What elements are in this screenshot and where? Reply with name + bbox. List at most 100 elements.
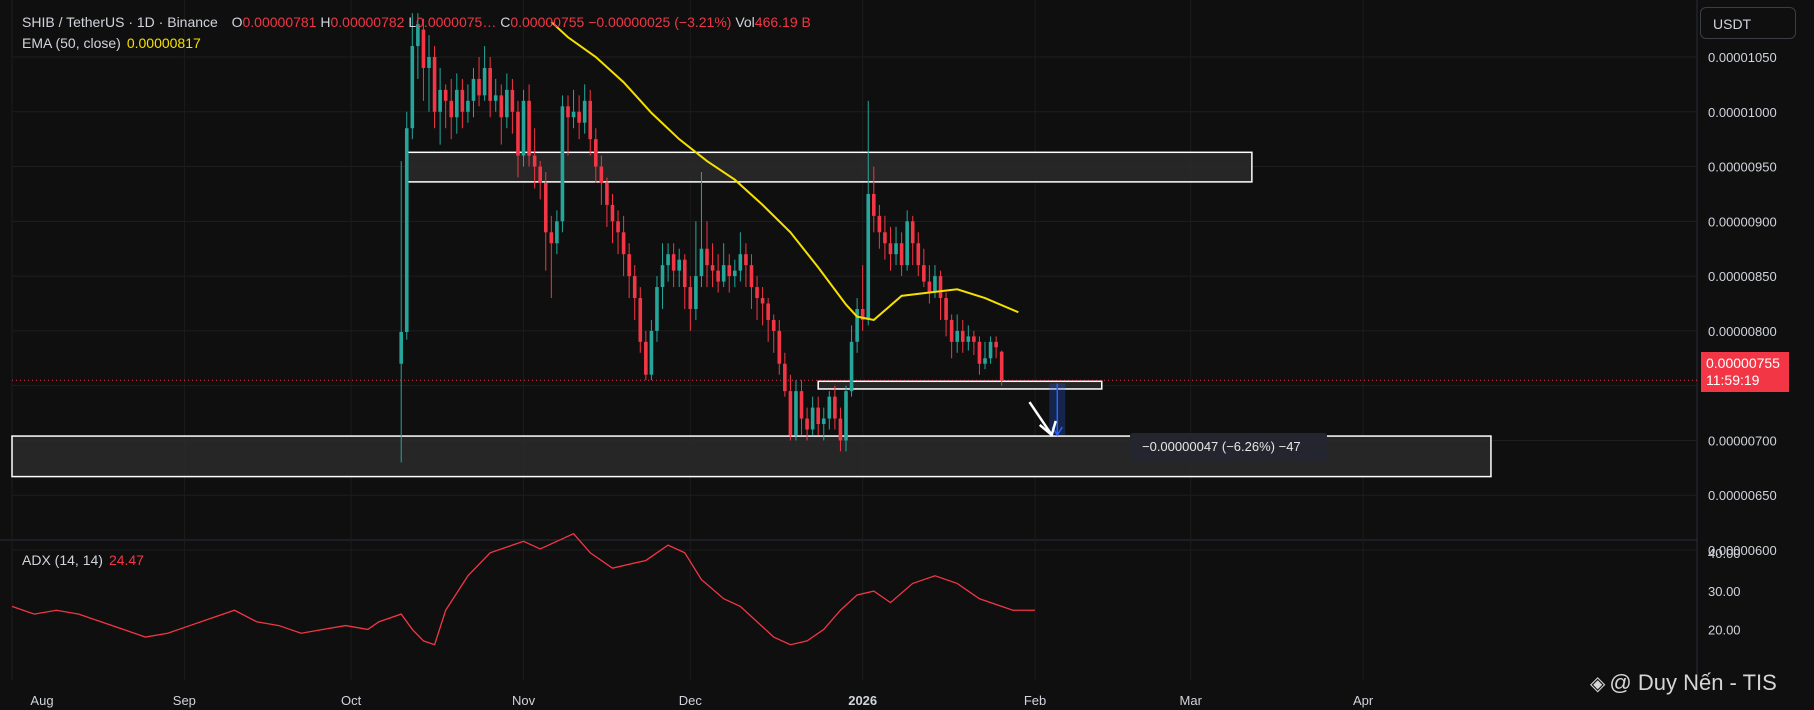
candle-body xyxy=(844,391,848,441)
adx-line[interactable] xyxy=(11,532,1036,646)
candle-body xyxy=(627,254,631,277)
candle-body xyxy=(443,89,448,101)
candle-body xyxy=(927,281,932,293)
candle-body xyxy=(771,319,776,331)
down-arrow[interactable] xyxy=(1028,401,1053,436)
candle-body xyxy=(399,331,403,364)
ema-value: 0.00000817 xyxy=(126,35,201,51)
zone-rectangle[interactable] xyxy=(817,380,1103,390)
currency-button[interactable]: USDT xyxy=(1700,7,1796,39)
candle-body xyxy=(555,221,559,244)
time-axis-label: Sep xyxy=(173,693,196,708)
candle-body xyxy=(577,111,581,123)
candle-body xyxy=(638,298,643,342)
candle-body xyxy=(849,341,854,392)
candle-body xyxy=(944,298,948,320)
countdown-timer: 11:59:19 xyxy=(1706,372,1760,388)
zone-rectangle[interactable] xyxy=(406,151,1253,183)
candle-body xyxy=(449,100,454,118)
candle-body xyxy=(616,221,620,233)
candle-body xyxy=(482,67,487,96)
adx-axis-tick-label: 30.00 xyxy=(1708,584,1741,599)
candle-body xyxy=(805,418,809,430)
candle-body xyxy=(694,276,698,309)
candle-body xyxy=(821,418,826,425)
candle-body xyxy=(966,336,971,342)
symbol-name[interactable]: SHIB / TetherUS · 1D · Binance xyxy=(22,14,218,30)
candle-body xyxy=(477,78,481,96)
candle-body xyxy=(605,182,609,205)
binance-logo-icon: ◈ xyxy=(1590,673,1606,695)
candle-body xyxy=(955,330,959,342)
close-label: C xyxy=(500,14,511,30)
candle-body xyxy=(599,166,604,183)
candle-body xyxy=(855,308,859,342)
candle-body xyxy=(894,243,898,255)
candle-body xyxy=(760,298,765,304)
candle-body xyxy=(721,265,726,282)
last-price-value: 0.00000755 xyxy=(1706,355,1780,371)
vol-value: 466.19 B xyxy=(754,14,811,30)
candle-body xyxy=(488,67,492,101)
high-value: 0.00000782 xyxy=(330,14,405,30)
time-axis-label: Dec xyxy=(679,693,703,708)
change-value: −0.00000025 (−3.21%) xyxy=(588,14,732,30)
adx-value: 24.47 xyxy=(108,552,144,568)
candle-body xyxy=(877,215,882,233)
close-value: 0.00000755 xyxy=(510,14,585,30)
open-value: 0.00000781 xyxy=(242,14,317,30)
candle-body xyxy=(699,248,704,277)
candle-body xyxy=(788,391,793,435)
candle-body xyxy=(404,128,409,332)
candle-body xyxy=(427,57,431,68)
watermark-text: @ Duy Nến - TIS xyxy=(1609,670,1777,695)
candle-body xyxy=(594,139,598,167)
candle-body xyxy=(438,89,442,112)
candle-body xyxy=(799,391,804,419)
time-axis-label: Feb xyxy=(1024,693,1046,708)
ema-legend[interactable]: EMA (50, close) 0.00000817 xyxy=(22,35,201,51)
candle-body xyxy=(655,287,659,331)
low-value: 0.0000075… xyxy=(416,14,497,30)
candle-body xyxy=(988,341,993,359)
candle-body xyxy=(899,243,904,266)
last-price-tag: 0.00000755 11:59:19 xyxy=(1701,352,1789,392)
price-axis-tick-label: 0.00001050 xyxy=(1708,50,1777,65)
time-axis-label: Mar xyxy=(1180,693,1203,708)
ema-line[interactable] xyxy=(550,21,1019,322)
candle-body xyxy=(833,396,837,419)
candle-body xyxy=(816,407,820,425)
candle-body xyxy=(916,243,921,266)
time-axis-label: Nov xyxy=(512,693,536,708)
candle-body xyxy=(677,259,681,271)
candle-body xyxy=(933,276,937,293)
adx-legend[interactable]: ADX (14, 14) 24.47 xyxy=(22,552,144,568)
adx-axis-tick-label: 40.00 xyxy=(1708,546,1741,561)
time-axis-label: 2026 xyxy=(848,693,877,708)
price-axis-tick-label: 0.00000700 xyxy=(1708,433,1777,448)
candle-body xyxy=(910,221,915,244)
symbol-legend: SHIB / TetherUS · 1D · Binance O0.000007… xyxy=(22,14,811,30)
candle-body xyxy=(621,232,626,255)
candle-body xyxy=(466,100,470,112)
candle-body xyxy=(949,319,954,342)
price-axis-tick-label: 0.00000650 xyxy=(1708,488,1777,503)
vol-label: Vol xyxy=(735,14,755,30)
candle-body xyxy=(644,341,648,375)
candle-body xyxy=(810,407,815,430)
candle-body xyxy=(838,418,843,441)
candle-body xyxy=(766,303,770,320)
price-axis-tick-label: 0.00000800 xyxy=(1708,324,1777,339)
candle-body xyxy=(744,254,748,266)
candle-body xyxy=(977,341,982,364)
down-arrowhead xyxy=(1038,420,1057,438)
candle-body xyxy=(727,265,732,277)
candle-body xyxy=(432,57,437,112)
candle-body xyxy=(455,89,459,118)
adx-axis-tick-label: 20.00 xyxy=(1708,622,1741,637)
candle-body xyxy=(860,308,865,320)
candle-body xyxy=(505,89,509,118)
